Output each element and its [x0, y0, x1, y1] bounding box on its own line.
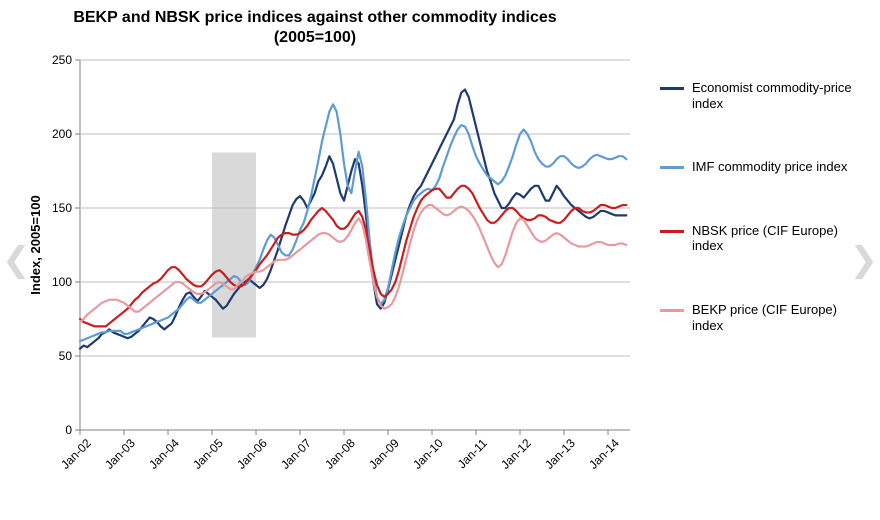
x-tick-label: Jan-10 — [410, 436, 446, 472]
legend-swatch — [660, 309, 684, 312]
legend-label: NBSK price (CIF Europe) index — [692, 223, 860, 254]
y-tick-label: 100 — [52, 275, 72, 289]
y-tick-label: 150 — [52, 201, 72, 215]
x-tick-label: Jan-14 — [586, 436, 622, 472]
y-axis-label: Index, 2005=100 — [30, 195, 43, 294]
legend-label: BEKP price (CIF Europe) index — [692, 302, 860, 333]
next-chevron-icon[interactable]: ❯ — [850, 240, 879, 280]
prev-chevron-icon[interactable]: ❮ — [2, 240, 31, 280]
x-tick-label: Jan-09 — [366, 436, 402, 472]
x-tick-label: Jan-07 — [278, 436, 314, 472]
legend-swatch — [660, 166, 684, 169]
x-tick-label: Jan-02 — [58, 436, 94, 472]
x-tick-label: Jan-05 — [190, 436, 226, 472]
title-line-1: BEKP and NBSK price indices against othe… — [73, 9, 556, 26]
chart-legend: Economist commodity-price index IMF commo… — [660, 80, 860, 381]
x-tick-label: Jan-04 — [146, 436, 182, 472]
legend-swatch — [660, 87, 684, 90]
y-tick-label: 0 — [65, 423, 72, 435]
legend-item: BEKP price (CIF Europe) index — [660, 302, 860, 333]
legend-label: Economist commodity-price index — [692, 80, 860, 111]
legend-item: Economist commodity-price index — [660, 80, 860, 111]
chart-title: BEKP and NBSK price indices against othe… — [0, 8, 630, 48]
x-tick-label: Jan-03 — [102, 436, 138, 472]
series-line — [80, 205, 626, 322]
title-line-2: (2005=100) — [274, 29, 356, 46]
y-tick-label: 200 — [52, 127, 72, 141]
x-tick-label: Jan-06 — [234, 436, 270, 472]
y-tick-label: 250 — [52, 55, 72, 67]
series-line — [80, 186, 626, 327]
chart-plot-area: 050100150200250Index, 2005=100 — [80, 60, 630, 430]
legend-swatch — [660, 230, 684, 233]
series-line — [80, 90, 626, 349]
x-tick-label: Jan-12 — [498, 436, 534, 472]
x-axis-labels: Jan-02Jan-03Jan-04Jan-05Jan-06Jan-07Jan-… — [80, 436, 630, 496]
series-line — [80, 104, 626, 341]
x-tick-label: Jan-11 — [455, 436, 490, 471]
y-tick-label: 50 — [59, 349, 73, 363]
legend-item: NBSK price (CIF Europe) index — [660, 223, 860, 254]
x-tick-label: Jan-13 — [542, 436, 578, 472]
legend-item: IMF commodity price index — [660, 159, 860, 175]
legend-label: IMF commodity price index — [692, 159, 847, 175]
x-tick-label: Jan-08 — [322, 436, 358, 472]
